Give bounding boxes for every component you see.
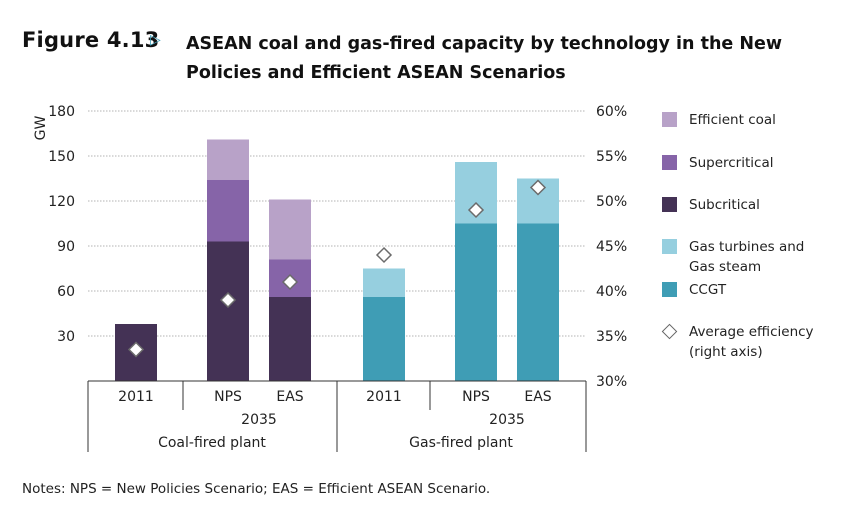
x-tick-label: 2011 bbox=[118, 389, 154, 405]
bar-segment bbox=[269, 297, 311, 381]
group-label: Gas-fired plant bbox=[409, 435, 513, 451]
legend-swatch bbox=[662, 155, 677, 170]
efficiency-marker bbox=[127, 341, 145, 358]
group-label: Coal-fired plant bbox=[158, 435, 266, 451]
bar-segment bbox=[269, 199, 311, 260]
efficiency-marker bbox=[529, 179, 547, 196]
legend-label: Efficient coal bbox=[689, 112, 776, 128]
legend-label: Average efficiency (right axis) bbox=[689, 324, 814, 360]
triangle-right-icon: ▷ bbox=[150, 32, 161, 48]
chart-notes: Notes: NPS = New Policies Scenario; EAS … bbox=[22, 481, 491, 497]
y-tick-label: 180 bbox=[48, 104, 75, 120]
efficiency-marker bbox=[375, 246, 393, 264]
y2-tick-label: 55% bbox=[596, 149, 627, 165]
x-tick-label: 2011 bbox=[366, 389, 402, 405]
y2-tick-label: 40% bbox=[596, 284, 627, 300]
legend-swatch bbox=[662, 239, 677, 254]
x-tick-label: NPS bbox=[214, 389, 242, 405]
y-tick-label: 120 bbox=[48, 194, 75, 210]
bar-segment bbox=[455, 223, 497, 381]
x-tick-label: EAS bbox=[276, 389, 303, 405]
bar-segment bbox=[207, 241, 249, 381]
legend-label: CCGT bbox=[689, 282, 727, 298]
y-tick-label: 150 bbox=[48, 149, 75, 165]
efficiency-marker bbox=[219, 291, 237, 309]
y2-tick-label: 45% bbox=[596, 239, 627, 255]
subgroup-label: 2035 bbox=[241, 412, 277, 428]
figure-title: ASEAN coal and gas-fired capacity by tec… bbox=[186, 34, 783, 83]
x-tick-label: EAS bbox=[524, 389, 551, 405]
y-tick-label: 30 bbox=[57, 329, 75, 345]
y2-tick-label: 30% bbox=[596, 374, 627, 390]
efficiency-marker bbox=[467, 201, 485, 219]
y-axis-label: GW bbox=[33, 116, 49, 141]
y-tick-label: 60 bbox=[57, 284, 75, 300]
legend-label: Supercritical bbox=[689, 155, 774, 171]
legend-swatch bbox=[662, 282, 677, 297]
figure-label: Figure 4.13 bbox=[22, 28, 160, 52]
legend-label: Gas turbines and Gas steam bbox=[689, 239, 805, 275]
bar-segment bbox=[207, 139, 249, 180]
bar-segment bbox=[363, 268, 405, 297]
bar-segment bbox=[517, 223, 559, 381]
y-tick-label: 90 bbox=[57, 239, 75, 255]
legend-swatch bbox=[662, 112, 677, 127]
x-tick-label: NPS bbox=[462, 389, 490, 405]
bar-segment bbox=[363, 297, 405, 381]
subgroup-label: 2035 bbox=[489, 412, 525, 428]
y2-tick-label: 35% bbox=[596, 329, 627, 345]
legend-swatch bbox=[662, 197, 677, 212]
bar-segment bbox=[207, 180, 249, 242]
legend-label: Subcritical bbox=[689, 197, 760, 213]
y2-tick-label: 50% bbox=[596, 194, 627, 210]
y2-tick-label: 60% bbox=[596, 104, 627, 120]
efficiency-marker bbox=[281, 273, 299, 291]
